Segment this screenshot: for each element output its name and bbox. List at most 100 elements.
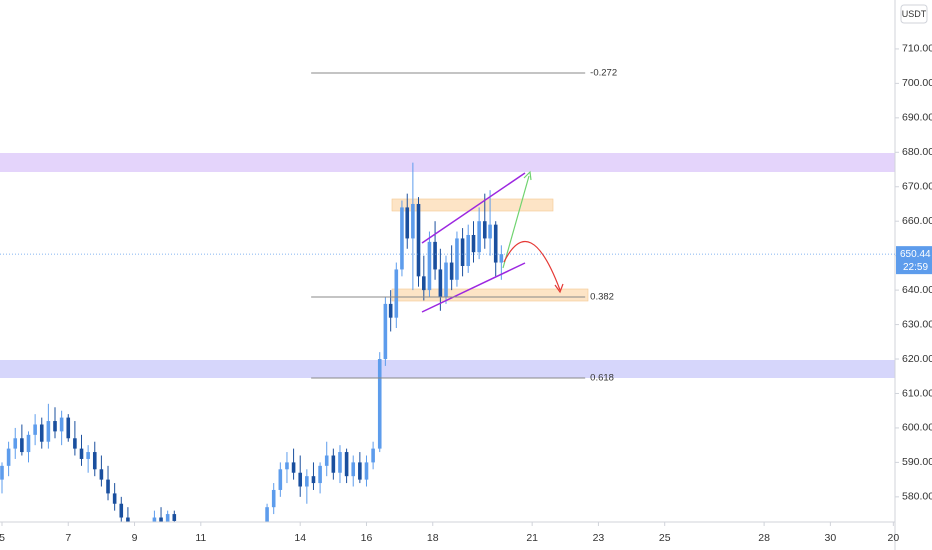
x-tick-label: 21 bbox=[526, 532, 538, 544]
arrow-head bbox=[523, 170, 532, 181]
x-tick-label: 9 bbox=[132, 532, 138, 544]
y-tick-label: 620.00 bbox=[902, 353, 932, 365]
candle-body bbox=[466, 234, 471, 266]
candle-body bbox=[73, 438, 77, 449]
candle-body bbox=[388, 303, 393, 318]
candle-body bbox=[59, 417, 64, 432]
y-tick-label: 580.00 bbox=[902, 491, 932, 503]
candle-body bbox=[165, 514, 170, 522]
candle-body bbox=[499, 254, 504, 263]
candle-body bbox=[311, 476, 316, 484]
y-tick-label: 670.00 bbox=[902, 181, 932, 193]
candle-body bbox=[159, 517, 163, 522]
support-zone bbox=[0, 360, 895, 378]
last-price-tag bbox=[896, 246, 932, 275]
channel-bottom bbox=[421, 262, 526, 313]
candle-body bbox=[46, 421, 51, 442]
x-tick-label: 7 bbox=[65, 532, 71, 544]
x-tick-label: 14 bbox=[294, 532, 306, 544]
x-tick-label: 16 bbox=[361, 532, 373, 544]
candle-body bbox=[39, 424, 44, 442]
candle-body bbox=[106, 479, 110, 494]
candle-body bbox=[351, 462, 356, 477]
y-tick-label: 640.00 bbox=[902, 284, 932, 296]
candle-body bbox=[26, 434, 31, 453]
candle-body bbox=[358, 462, 362, 480]
bear-arrow bbox=[503, 241, 561, 291]
candle-body bbox=[285, 462, 289, 470]
resistance-zone bbox=[0, 153, 895, 172]
candle-body bbox=[488, 224, 492, 239]
x-tick-label: 25 bbox=[659, 532, 671, 544]
candle-body bbox=[493, 224, 498, 263]
currency-badge[interactable] bbox=[900, 4, 928, 24]
countdown: 22:59 bbox=[903, 262, 928, 273]
bull-arrow bbox=[502, 175, 530, 269]
overlay: 580.00 590.00 600.00 610.00 620.00 630.00 640.… bbox=[0, 43, 932, 544]
candle-body bbox=[6, 448, 11, 466]
y-tick-label: 630.00 bbox=[902, 318, 932, 330]
candle-body bbox=[371, 448, 375, 463]
candle-body bbox=[20, 438, 24, 453]
x-tick-label: 18 bbox=[427, 532, 439, 544]
candle-body bbox=[416, 203, 421, 277]
candle-body bbox=[400, 207, 404, 270]
y-tick-label: 660.00 bbox=[902, 215, 932, 227]
candle-body bbox=[324, 455, 329, 466]
x-tick-label: 5 bbox=[0, 532, 5, 544]
candle-body bbox=[338, 452, 342, 473]
y-tick-label: 590.00 bbox=[902, 456, 932, 468]
y-tick-label: 610.00 bbox=[902, 387, 932, 399]
candle-body bbox=[471, 234, 476, 253]
x-tick-label: 28 bbox=[758, 532, 770, 544]
candle-body bbox=[53, 421, 57, 432]
candle-body bbox=[33, 424, 37, 435]
candle-body bbox=[433, 241, 437, 270]
candle-body bbox=[427, 241, 432, 291]
candle-body bbox=[265, 507, 269, 522]
x-tick-label: 30 bbox=[825, 532, 837, 544]
last-price: 650.44 bbox=[900, 249, 931, 260]
candle-body bbox=[460, 238, 465, 266]
candle-body bbox=[126, 517, 130, 522]
candle-body bbox=[422, 276, 426, 291]
candle-body bbox=[318, 465, 322, 484]
y-tick-label: 700.00 bbox=[902, 77, 932, 89]
candle-body bbox=[86, 452, 90, 459]
candle-body bbox=[444, 262, 448, 298]
candle-body bbox=[92, 452, 97, 470]
candle-body bbox=[66, 417, 71, 439]
candle-body bbox=[331, 455, 336, 473]
arrow-head bbox=[554, 283, 564, 294]
candle-body bbox=[13, 438, 18, 449]
y-tick-label: 680.00 bbox=[902, 146, 932, 158]
candle-body bbox=[305, 476, 309, 487]
candle-body bbox=[278, 469, 283, 490]
candle-body bbox=[291, 462, 296, 473]
candle-body bbox=[364, 462, 369, 480]
candle-body bbox=[477, 221, 481, 253]
candle-body bbox=[298, 472, 303, 487]
y-tick-label: 710.00 bbox=[902, 43, 932, 55]
candle-body bbox=[411, 203, 415, 239]
fib-label: -0.272 bbox=[590, 68, 617, 79]
candle-body bbox=[344, 452, 349, 477]
candle-body bbox=[438, 269, 443, 298]
channel-top bbox=[421, 172, 526, 244]
candle-body bbox=[99, 469, 104, 480]
y-tick-label: 690.00 bbox=[902, 112, 932, 124]
candle-body bbox=[405, 207, 410, 239]
x-tick-label: 11 bbox=[195, 532, 206, 544]
candle-body bbox=[449, 262, 454, 280]
candle-body bbox=[377, 359, 382, 449]
candle-body bbox=[152, 517, 157, 522]
x-tick-label: 23 bbox=[593, 532, 605, 544]
candle-body bbox=[271, 489, 276, 508]
candles bbox=[0, 162, 504, 522]
y-tick-label: 600.00 bbox=[902, 422, 932, 434]
candle-body bbox=[0, 465, 4, 480]
fib-label: 0.382 bbox=[590, 292, 614, 303]
currency: USDT bbox=[902, 9, 927, 19]
